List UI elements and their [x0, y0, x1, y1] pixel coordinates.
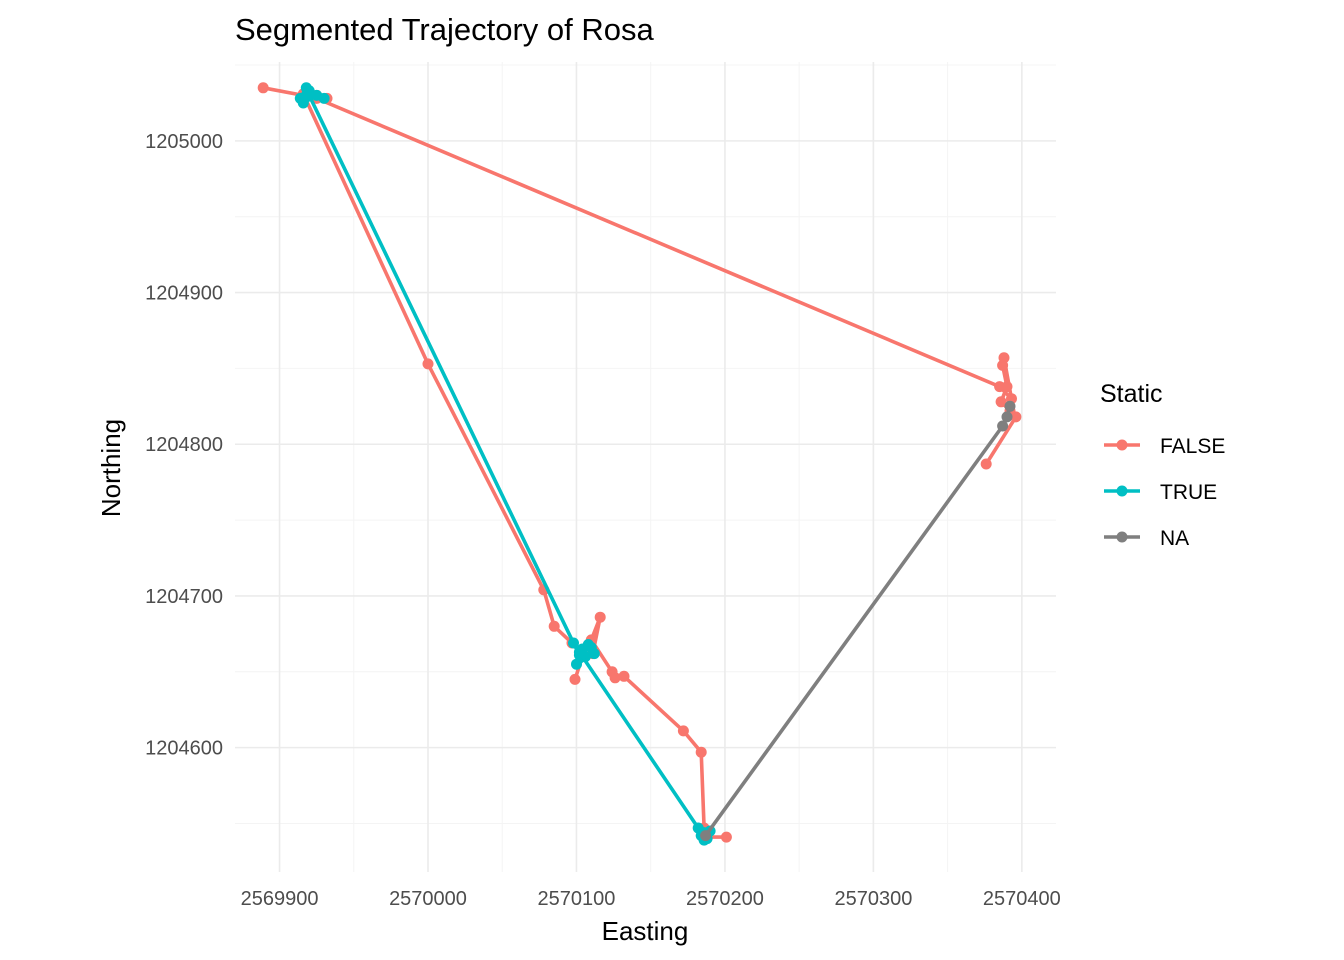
legend-key-point: [1116, 439, 1128, 451]
data-point: [720, 831, 732, 843]
data-point: [997, 420, 1009, 432]
data-point: [1001, 381, 1013, 393]
data-point: [1004, 400, 1016, 412]
data-point: [303, 89, 315, 101]
data-point: [318, 92, 330, 104]
series-false: [257, 82, 1022, 843]
data-point: [700, 830, 712, 842]
legend-label: NA: [1160, 527, 1189, 550]
x-tick-label: 2570200: [686, 888, 764, 910]
series-na: [700, 400, 1016, 842]
data-point: [422, 358, 434, 370]
data-point: [997, 359, 1009, 371]
data-point: [695, 746, 707, 758]
data-point: [995, 396, 1007, 408]
x-tick-label: 2570400: [983, 888, 1061, 910]
data-point: [609, 672, 621, 684]
series-line: [314, 96, 1018, 466]
data-point: [297, 97, 309, 109]
series-line: [703, 404, 1012, 838]
y-tick-label: 1204700: [145, 586, 223, 608]
data-point: [569, 673, 581, 685]
y-tick-label: 1204600: [145, 738, 223, 760]
legend-key-point: [1116, 485, 1128, 497]
data-point: [677, 725, 689, 737]
series-line: [577, 650, 712, 842]
series-true: [294, 82, 716, 846]
x-tick-label: 2570000: [389, 888, 467, 910]
legend-label: FALSE: [1160, 435, 1225, 458]
x-tick-label: 2570100: [538, 888, 616, 910]
data-point: [568, 637, 579, 649]
data-point: [571, 658, 582, 670]
legend-title: Static: [1100, 380, 1163, 408]
y-axis-title: Northing: [96, 419, 126, 517]
chart-title: Segmented Trajectory of Rosa: [235, 12, 654, 47]
legend-label: TRUE: [1160, 481, 1217, 504]
data-point: [257, 82, 269, 94]
legend-key: [1104, 485, 1140, 497]
data-point: [585, 642, 597, 653]
x-axis-title: Easting: [602, 916, 689, 946]
data-point: [1001, 411, 1013, 423]
data-point: [594, 611, 606, 623]
x-tick-label: 2570300: [834, 888, 912, 910]
legend-key: [1104, 439, 1140, 451]
x-tick-label: 2569900: [241, 888, 319, 910]
data-point: [1010, 411, 1022, 423]
data-point: [573, 646, 585, 658]
legend-key: [1104, 531, 1140, 543]
data-point: [980, 458, 992, 470]
legend-key-point: [1116, 531, 1128, 543]
tick-labels: 2569900 2570000 2570100 2570200 2570300 25704…: [145, 131, 1061, 910]
data-point: [618, 670, 630, 682]
y-tick-label: 1205000: [145, 131, 223, 153]
data-point: [548, 620, 560, 632]
y-tick-label: 1204900: [145, 283, 223, 305]
legend: Static FALSE TRUE NA: [1100, 380, 1225, 550]
series-lines: [257, 82, 1022, 846]
y-tick-label: 1204800: [145, 434, 223, 456]
series-line: [307, 93, 597, 667]
